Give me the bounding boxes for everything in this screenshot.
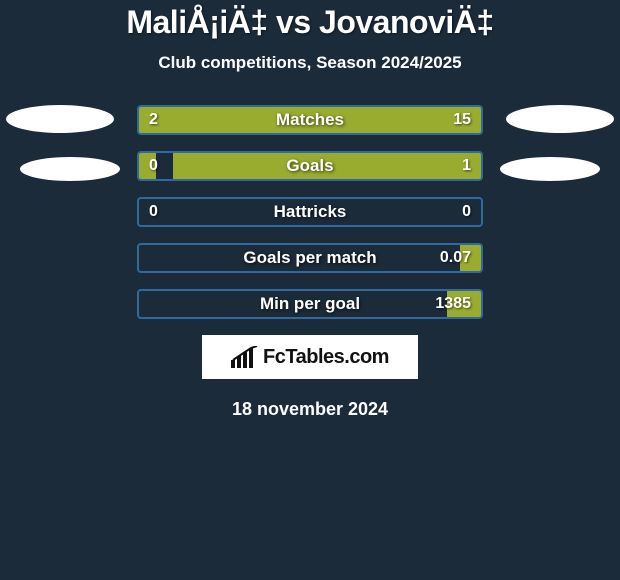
page-title: MaliÅ¡iÄ‡ vs JovanoviÄ‡ bbox=[0, 4, 620, 41]
stat-label: Hattricks bbox=[274, 202, 347, 222]
footer-date: 18 november 2024 bbox=[0, 399, 620, 420]
stat-value-right: 1385 bbox=[435, 295, 471, 313]
comparison-card: MaliÅ¡iÄ‡ vs JovanoviÄ‡ Club competition… bbox=[0, 0, 620, 420]
stat-row: 0.07 Goals per match bbox=[137, 243, 483, 273]
page-subtitle: Club competitions, Season 2024/2025 bbox=[0, 53, 620, 73]
fctables-icon bbox=[231, 346, 259, 368]
logo-inner: FcTables.com bbox=[231, 346, 389, 369]
stats-area: 2 15 Matches 0 1 Goals 0 0 Hattricks 0.07 Goals pe… bbox=[0, 105, 620, 319]
stat-value-left: 0 bbox=[149, 157, 158, 175]
stat-value-right: 15 bbox=[453, 111, 471, 129]
stat-label: Goals bbox=[286, 156, 333, 176]
player-photo-left-bottom bbox=[20, 157, 120, 181]
stat-value-right: 1 bbox=[462, 157, 471, 175]
player-photo-left-top bbox=[6, 105, 114, 133]
stat-row: 2 15 Matches bbox=[137, 105, 483, 135]
stat-label: Matches bbox=[276, 110, 344, 130]
stat-row: 0 1 Goals bbox=[137, 151, 483, 181]
stat-value-left: 0 bbox=[149, 203, 158, 221]
stat-value-left: 2 bbox=[149, 111, 158, 129]
stat-row: 1385 Min per goal bbox=[137, 289, 483, 319]
source-logo: FcTables.com bbox=[202, 335, 418, 379]
stat-value-right: 0.07 bbox=[440, 249, 471, 267]
stat-value-right: 0 bbox=[462, 203, 471, 221]
stat-bars: 2 15 Matches 0 1 Goals 0 0 Hattricks 0.07 Goals pe… bbox=[137, 105, 483, 319]
logo-text: FcTables.com bbox=[263, 346, 389, 369]
stat-label: Min per goal bbox=[260, 294, 360, 314]
stat-label: Goals per match bbox=[243, 248, 376, 268]
player-photo-right-bottom bbox=[500, 157, 600, 181]
stat-row: 0 0 Hattricks bbox=[137, 197, 483, 227]
player-photo-right-top bbox=[506, 105, 614, 133]
